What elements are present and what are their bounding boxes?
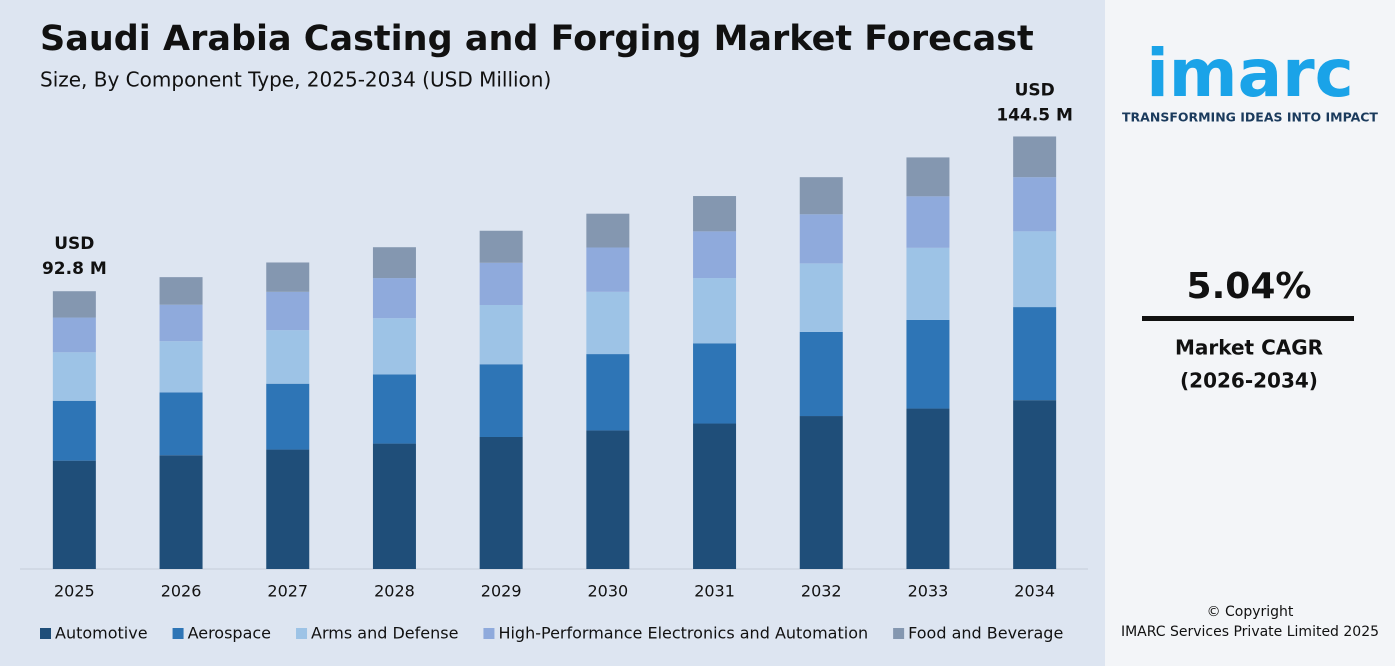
bar-segment (52, 317, 96, 353)
bar-segment (372, 443, 416, 569)
bar-segment (1013, 136, 1057, 178)
bar-segment (906, 408, 950, 569)
bar-segment (479, 304, 523, 365)
bar-segment (799, 263, 843, 332)
bar-segment (586, 213, 630, 248)
bar-segment (372, 318, 416, 375)
legend-swatch (296, 628, 308, 639)
bar-segment (52, 291, 96, 318)
annotation: 92.8 M (42, 259, 107, 279)
cagr-period: (2026-2034) (1180, 369, 1318, 393)
bar-segment (266, 383, 310, 450)
bar-segment (1013, 400, 1057, 569)
bar-segment (586, 247, 630, 292)
cagr-divider (1142, 316, 1354, 321)
legend-swatch (893, 628, 905, 639)
cagr-label: Market CAGR (1175, 336, 1323, 360)
bar-segment (693, 343, 737, 424)
legend-swatch (40, 628, 51, 639)
legend-label: Food and Beverage (908, 624, 1063, 643)
bar-segment (372, 278, 416, 319)
bar-segment (1013, 177, 1057, 232)
x-tick-label: 2026 (161, 582, 202, 601)
bar-segment (159, 392, 203, 456)
bar-segment (693, 423, 737, 569)
bar-segment (906, 157, 950, 197)
bar-segment (372, 374, 416, 444)
bar-segment (266, 330, 310, 384)
bar-segment (479, 262, 523, 305)
bar-segment (159, 277, 203, 305)
copyright: © Copyright (1207, 604, 1294, 620)
bar-segment (799, 177, 843, 215)
legend-swatch (172, 628, 184, 639)
x-tick-label: 2034 (1014, 582, 1055, 601)
annotation: 144.5 M (996, 105, 1073, 125)
bar-segment (266, 449, 310, 569)
bar-segment (52, 460, 96, 569)
x-tick-label: 2029 (481, 582, 522, 601)
legend-label: Aerospace (188, 624, 271, 643)
bar-segment (52, 400, 96, 461)
bar-segment (586, 354, 630, 431)
bar-segment (799, 214, 843, 264)
bar-segment (693, 196, 737, 232)
cagr-value: 5.04% (1187, 266, 1312, 307)
bar-segment (266, 262, 310, 292)
x-tick-label: 2027 (267, 582, 308, 601)
owner: IMARC Services Private Limited 2025 (1121, 624, 1379, 640)
bar-segment (266, 291, 310, 331)
annotation: USD (54, 234, 94, 254)
legend-label: Automotive (55, 624, 148, 643)
bar-segment (52, 352, 96, 401)
bar-segment (586, 430, 630, 569)
chart-subtitle: Size, By Component Type, 2025-2034 (USD … (40, 68, 551, 92)
x-tick-label: 2031 (694, 582, 735, 601)
bar-segment (479, 230, 523, 263)
x-tick-label: 2033 (908, 582, 949, 601)
x-tick-label: 2025 (54, 582, 95, 601)
tagline: TRANSFORMING IDEAS INTO IMPACT (1122, 110, 1378, 125)
x-tick-label: 2028 (374, 582, 415, 601)
bar-segment (479, 364, 523, 437)
bar-segment (693, 278, 737, 344)
legend-label: Arms and Defense (311, 624, 458, 643)
logo: imarc (1146, 35, 1354, 112)
bar-segment (906, 319, 950, 409)
bar-segment (799, 416, 843, 569)
legend-label: High-Performance Electronics and Automat… (498, 624, 868, 643)
bar-segment (479, 436, 523, 569)
x-tick-label: 2032 (801, 582, 842, 601)
bar-segment (1013, 231, 1057, 308)
bar-segment (906, 196, 950, 248)
bar-segment (159, 341, 203, 393)
bar-segment (159, 455, 203, 569)
bar-segment (372, 247, 416, 279)
legend-swatch (483, 628, 495, 639)
bar-segment (693, 231, 737, 279)
bar-segment (1013, 307, 1057, 401)
side-panel (1105, 0, 1395, 666)
bar-segment (906, 247, 950, 320)
bar-segment (159, 304, 203, 342)
x-tick-label: 2030 (587, 582, 628, 601)
bar-segment (586, 291, 630, 355)
annotation: USD (1015, 80, 1055, 100)
chart-title: Saudi Arabia Casting and Forging Market … (40, 19, 1034, 59)
bar-segment (799, 331, 843, 417)
